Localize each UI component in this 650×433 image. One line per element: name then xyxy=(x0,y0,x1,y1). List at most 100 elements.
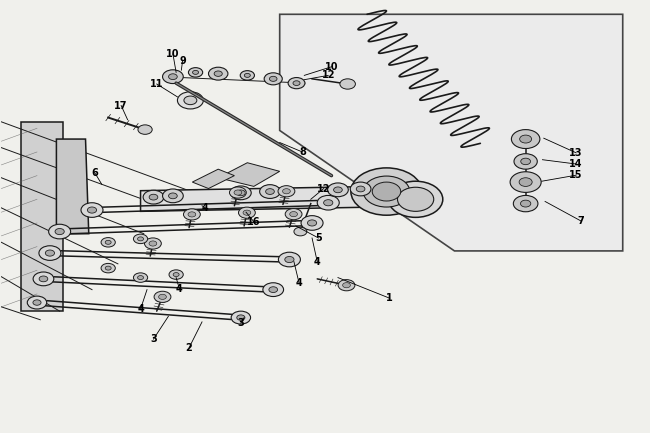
Circle shape xyxy=(356,186,365,192)
Text: 12: 12 xyxy=(322,71,335,81)
Circle shape xyxy=(514,154,538,169)
Circle shape xyxy=(243,210,251,215)
Circle shape xyxy=(293,81,300,85)
Text: 3: 3 xyxy=(150,334,157,344)
Text: 10: 10 xyxy=(166,49,179,59)
Circle shape xyxy=(162,70,183,84)
Circle shape xyxy=(101,238,115,247)
Circle shape xyxy=(33,300,41,305)
Circle shape xyxy=(154,291,171,302)
Circle shape xyxy=(39,246,61,260)
Circle shape xyxy=(144,238,161,249)
Circle shape xyxy=(338,280,355,291)
Circle shape xyxy=(521,200,531,207)
Polygon shape xyxy=(140,186,377,211)
Circle shape xyxy=(237,315,245,320)
Circle shape xyxy=(278,186,295,197)
Text: 17: 17 xyxy=(114,100,128,110)
Circle shape xyxy=(288,78,305,89)
Circle shape xyxy=(55,229,64,235)
Circle shape xyxy=(283,189,291,194)
Circle shape xyxy=(263,283,283,297)
Circle shape xyxy=(234,190,242,195)
Circle shape xyxy=(184,96,197,105)
Circle shape xyxy=(149,241,157,246)
Circle shape xyxy=(168,74,177,80)
Circle shape xyxy=(264,73,282,85)
Text: 11: 11 xyxy=(150,79,163,89)
Text: 16: 16 xyxy=(247,216,261,226)
Circle shape xyxy=(333,187,343,193)
Circle shape xyxy=(81,203,103,217)
Circle shape xyxy=(105,266,111,270)
Circle shape xyxy=(372,182,400,201)
Circle shape xyxy=(231,311,250,324)
Polygon shape xyxy=(218,163,280,186)
Text: 12: 12 xyxy=(317,184,330,194)
Circle shape xyxy=(350,182,371,196)
Circle shape xyxy=(138,237,144,241)
Circle shape xyxy=(269,76,277,81)
Circle shape xyxy=(188,68,203,77)
Text: 4: 4 xyxy=(137,304,144,314)
Text: 7: 7 xyxy=(577,216,584,226)
Circle shape xyxy=(143,190,164,204)
Circle shape xyxy=(87,207,97,213)
Circle shape xyxy=(510,172,541,192)
Text: 10: 10 xyxy=(325,62,338,72)
Text: 3: 3 xyxy=(237,318,244,328)
Circle shape xyxy=(49,224,71,239)
Text: 14: 14 xyxy=(569,159,583,169)
Circle shape xyxy=(301,216,323,230)
Circle shape xyxy=(521,158,530,165)
Circle shape xyxy=(389,181,443,217)
Circle shape xyxy=(285,256,294,262)
Circle shape xyxy=(278,252,300,267)
Circle shape xyxy=(173,273,179,277)
Circle shape xyxy=(39,276,48,282)
Polygon shape xyxy=(192,169,235,188)
Text: 4: 4 xyxy=(314,257,320,267)
Circle shape xyxy=(214,71,222,76)
Circle shape xyxy=(105,240,111,244)
Text: 4: 4 xyxy=(296,278,302,288)
Circle shape xyxy=(209,67,228,80)
Circle shape xyxy=(351,168,422,215)
Text: 1: 1 xyxy=(386,293,393,303)
Circle shape xyxy=(324,200,333,206)
Circle shape xyxy=(183,209,200,220)
Polygon shape xyxy=(21,122,63,311)
Text: 4: 4 xyxy=(202,203,209,213)
Text: 6: 6 xyxy=(92,168,99,178)
Text: 8: 8 xyxy=(299,147,305,157)
Circle shape xyxy=(188,212,196,217)
Circle shape xyxy=(168,193,177,199)
Polygon shape xyxy=(280,14,623,251)
Circle shape xyxy=(343,283,350,288)
Circle shape xyxy=(294,227,307,236)
Circle shape xyxy=(192,71,198,74)
Circle shape xyxy=(266,189,274,194)
Circle shape xyxy=(514,195,538,212)
Circle shape xyxy=(307,220,317,226)
Circle shape xyxy=(244,74,250,78)
Text: 2: 2 xyxy=(186,343,192,353)
Text: 5: 5 xyxy=(315,233,322,243)
Circle shape xyxy=(101,263,115,273)
Circle shape xyxy=(138,275,144,280)
Circle shape xyxy=(363,176,410,207)
Circle shape xyxy=(285,209,302,220)
Circle shape xyxy=(133,273,148,282)
Circle shape xyxy=(46,250,55,256)
Circle shape xyxy=(33,272,54,286)
Circle shape xyxy=(519,135,532,143)
Polygon shape xyxy=(57,139,89,234)
Text: 4: 4 xyxy=(176,284,183,294)
Circle shape xyxy=(239,207,255,218)
Circle shape xyxy=(328,183,348,197)
Circle shape xyxy=(240,71,254,80)
Circle shape xyxy=(259,184,280,198)
Circle shape xyxy=(159,294,166,299)
Circle shape xyxy=(133,234,148,244)
Circle shape xyxy=(162,189,183,203)
